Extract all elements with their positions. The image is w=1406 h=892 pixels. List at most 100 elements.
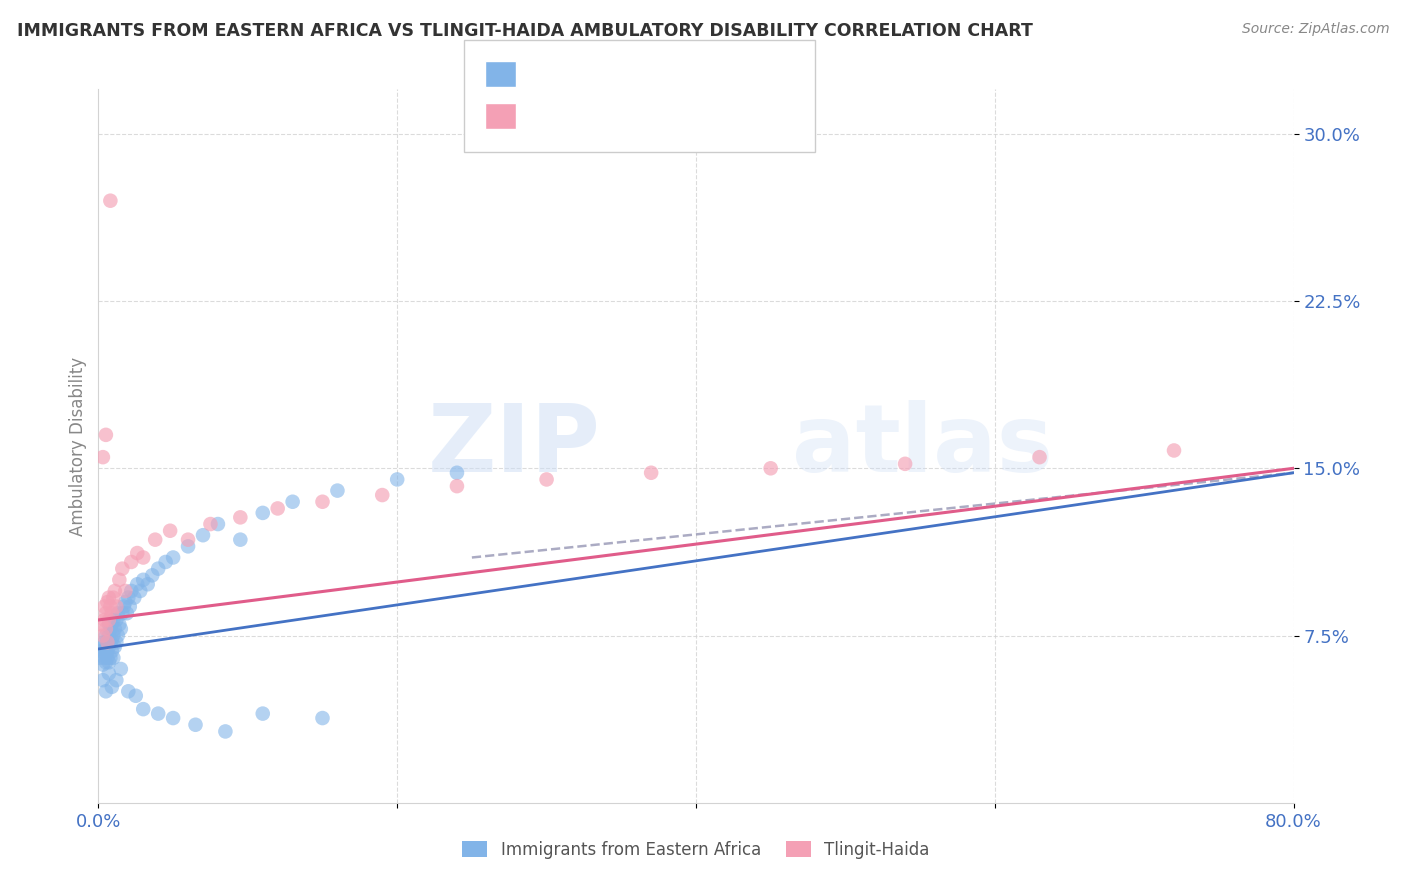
Point: [162, 711, 184, 725]
Text: R =: R =: [527, 65, 564, 83]
Text: N =: N =: [637, 107, 673, 125]
Text: 0.316: 0.316: [560, 65, 612, 83]
Point: [105, 673, 128, 687]
Point: [214, 724, 236, 739]
Point: [101, 644, 124, 658]
Point: [90, 644, 112, 658]
Point: [98, 622, 122, 636]
Point: [103, 613, 125, 627]
Point: [117, 591, 139, 605]
Point: [177, 533, 200, 547]
Point: [94, 607, 117, 621]
Point: [97, 666, 120, 681]
Point: [127, 546, 149, 560]
Point: [105, 613, 128, 627]
Point: [136, 577, 159, 591]
Point: [96, 635, 118, 649]
Point: [94, 622, 117, 636]
Text: 39: 39: [668, 107, 692, 125]
Text: ZIP: ZIP: [427, 400, 600, 492]
Point: [252, 506, 274, 520]
Point: [98, 194, 122, 208]
Point: [97, 655, 120, 669]
Point: [640, 466, 662, 480]
Point: [162, 550, 184, 565]
Point: [107, 607, 129, 621]
Point: [894, 457, 917, 471]
Point: [96, 651, 118, 665]
Point: [148, 562, 170, 576]
Y-axis label: Ambulatory Disability: Ambulatory Disability: [69, 357, 87, 535]
Point: [93, 613, 115, 627]
Point: [111, 607, 134, 621]
Point: [98, 599, 122, 614]
Point: [132, 702, 155, 716]
Point: [281, 494, 304, 508]
Point: [91, 640, 114, 654]
Point: [107, 628, 129, 642]
Point: [120, 583, 142, 598]
Point: [94, 640, 117, 654]
Point: [129, 583, 152, 598]
Point: [94, 628, 117, 642]
Point: [96, 595, 118, 609]
Point: [252, 706, 274, 721]
Point: [98, 651, 122, 665]
Point: [311, 711, 333, 725]
Point: [97, 617, 120, 632]
Point: [97, 628, 120, 642]
Point: [90, 617, 112, 632]
Point: [446, 479, 468, 493]
Point: [93, 651, 115, 665]
Point: [114, 583, 136, 598]
Point: [267, 501, 290, 516]
Point: [326, 483, 349, 498]
Point: [97, 591, 120, 605]
Point: [536, 473, 558, 487]
Point: [118, 599, 141, 614]
Point: [191, 528, 214, 542]
Point: [200, 516, 222, 531]
Point: [127, 577, 149, 591]
Point: [1163, 443, 1185, 458]
Point: [94, 655, 117, 669]
Point: [143, 533, 166, 547]
Legend: Immigrants from Eastern Africa, Tlingit-Haida: Immigrants from Eastern Africa, Tlingit-…: [456, 835, 936, 866]
Point: [120, 555, 142, 569]
Point: [311, 494, 333, 508]
Text: N =: N =: [637, 65, 673, 83]
Point: [371, 488, 394, 502]
Point: [94, 684, 117, 698]
Point: [93, 635, 115, 649]
Point: [148, 706, 170, 721]
Point: [101, 607, 124, 621]
Point: [91, 450, 114, 464]
Point: [98, 635, 122, 649]
Point: [132, 550, 155, 565]
Point: [229, 533, 252, 547]
Point: [104, 583, 127, 598]
Point: [94, 427, 117, 442]
Point: [97, 613, 120, 627]
Point: [91, 673, 114, 687]
Text: 0.512: 0.512: [560, 107, 612, 125]
Text: atlas: atlas: [792, 400, 1053, 492]
Point: [96, 635, 118, 649]
Text: R =: R =: [527, 107, 564, 125]
Point: [91, 628, 114, 642]
Point: [110, 622, 132, 636]
Point: [103, 628, 125, 642]
Text: Source: ZipAtlas.com: Source: ZipAtlas.com: [1241, 22, 1389, 37]
Text: IMMIGRANTS FROM EASTERN AFRICA VS TLINGIT-HAIDA AMBULATORY DISABILITY CORRELATIO: IMMIGRANTS FROM EASTERN AFRICA VS TLINGI…: [17, 22, 1033, 40]
Point: [159, 524, 181, 538]
Point: [91, 657, 114, 672]
Point: [207, 516, 229, 531]
Point: [1028, 450, 1050, 464]
Point: [89, 651, 111, 665]
Point: [125, 689, 148, 703]
Point: [115, 607, 138, 621]
Point: [97, 640, 120, 654]
Point: [104, 640, 127, 654]
Point: [94, 644, 117, 658]
Point: [96, 644, 118, 658]
